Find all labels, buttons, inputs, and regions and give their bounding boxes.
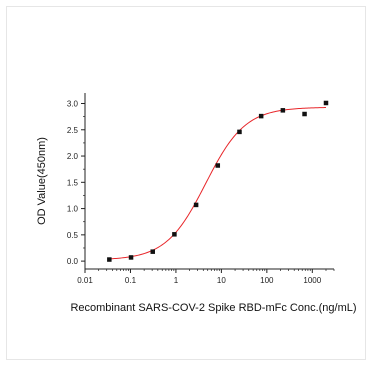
x-axis-title: Recombinant SARS-COV-2 Spike RBD-mFc Con… [70, 302, 356, 314]
x-tick-label: 1000 [303, 276, 321, 285]
x-tick-label: 1 [174, 276, 179, 285]
axes [84, 93, 334, 270]
data-point [128, 255, 134, 260]
y-tick-label: 2.5 [67, 126, 79, 135]
figure-frame: 0.01 0.1 1 10 100 1000 0.0 0.5 1.0 1.5 2.0 2.5 3.0 … [6, 6, 366, 360]
x-tick-label: 100 [260, 276, 274, 285]
y-tick-label: 1.5 [67, 178, 79, 187]
data-point [323, 100, 329, 106]
x-tick-label: 10 [217, 276, 226, 285]
data-point [107, 257, 112, 262]
data-point [150, 249, 155, 254]
data-point [280, 108, 286, 113]
data-point [193, 202, 199, 208]
data-point [172, 232, 177, 237]
y-tick-label: 3.0 [67, 100, 79, 109]
fit-curve [109, 107, 326, 260]
data-point [258, 113, 264, 119]
data-point [237, 129, 242, 135]
y-tick-label: 0.5 [67, 231, 79, 240]
y-tick-label: 2.0 [67, 152, 79, 161]
data-point [215, 163, 221, 168]
x-tick-label: 0.01 [77, 276, 93, 285]
y-tick-label: 1.0 [67, 205, 79, 214]
chart: 0.01 0.1 1 10 100 1000 0.00.51.01.52.02.53.0 … [36, 93, 357, 314]
y-axis-title: OD Value(450nm) [36, 137, 48, 225]
y-tick-label: 0.0 [67, 257, 79, 266]
data-point [302, 111, 307, 117]
y-ticks: 0.0 0.5 1.0 1.5 2.0 2.5 3.0 [67, 100, 85, 266]
x-ticks: 0.01 0.1 1 10 100 1000 [77, 269, 335, 285]
data-points [107, 100, 329, 262]
x-tick-label: 0.1 [125, 276, 137, 285]
